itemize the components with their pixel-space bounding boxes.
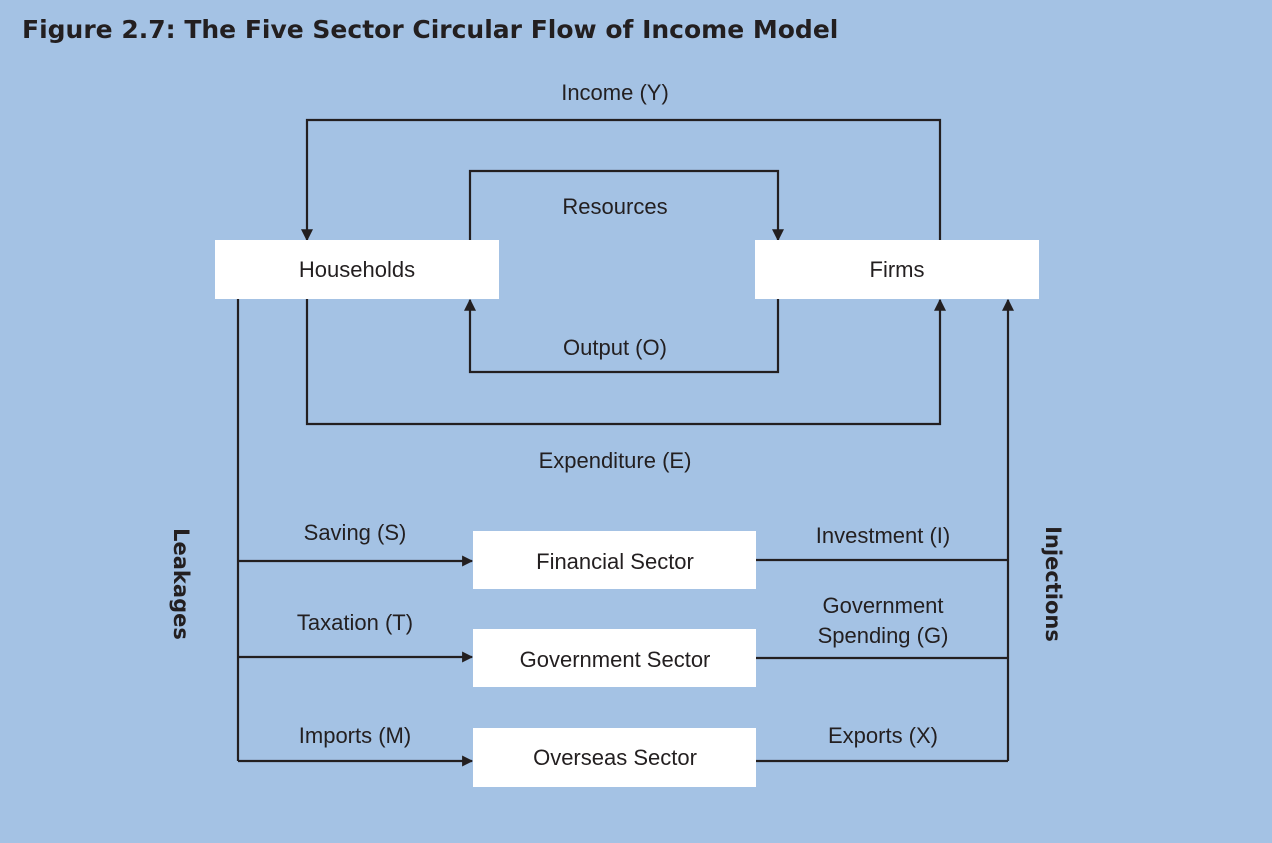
government-spending-label-line2: Spending (G): [818, 623, 949, 648]
imports-label: Imports (M): [299, 723, 411, 748]
figure-title: Figure 2.7: The Five Sector Circular Flo…: [22, 15, 838, 44]
financial-sector-label: Financial Sector: [536, 549, 694, 574]
firms-label: Firms: [870, 257, 925, 282]
saving-label: Saving (S): [304, 520, 407, 545]
government-sector-box: [473, 629, 756, 687]
investment-label: Investment (I): [816, 523, 950, 548]
income-flow-arrow: [301, 118, 942, 242]
resources-flow-arrow: [468, 169, 784, 242]
leakages-label: Leakages: [169, 528, 193, 640]
households-label: Households: [299, 257, 415, 282]
households-box: [215, 240, 499, 299]
government-sector-label: Government Sector: [520, 647, 711, 672]
injections-label: Injections: [1041, 526, 1065, 642]
resources-label: Resources: [562, 194, 667, 219]
overseas-sector-box: [473, 728, 756, 787]
expenditure-flow-arrow: [305, 298, 946, 426]
firms-box: [755, 240, 1039, 299]
output-flow-arrow: [464, 298, 780, 374]
taxation-label: Taxation (T): [297, 610, 413, 635]
financial-sector-box: [473, 531, 756, 589]
income-label: Income (Y): [561, 80, 669, 105]
government-spending-label-line1: Government: [822, 593, 943, 618]
output-label: Output (O): [563, 335, 667, 360]
overseas-sector-label: Overseas Sector: [533, 745, 697, 770]
expenditure-label: Expenditure (E): [539, 448, 692, 473]
exports-label: Exports (X): [828, 723, 938, 748]
